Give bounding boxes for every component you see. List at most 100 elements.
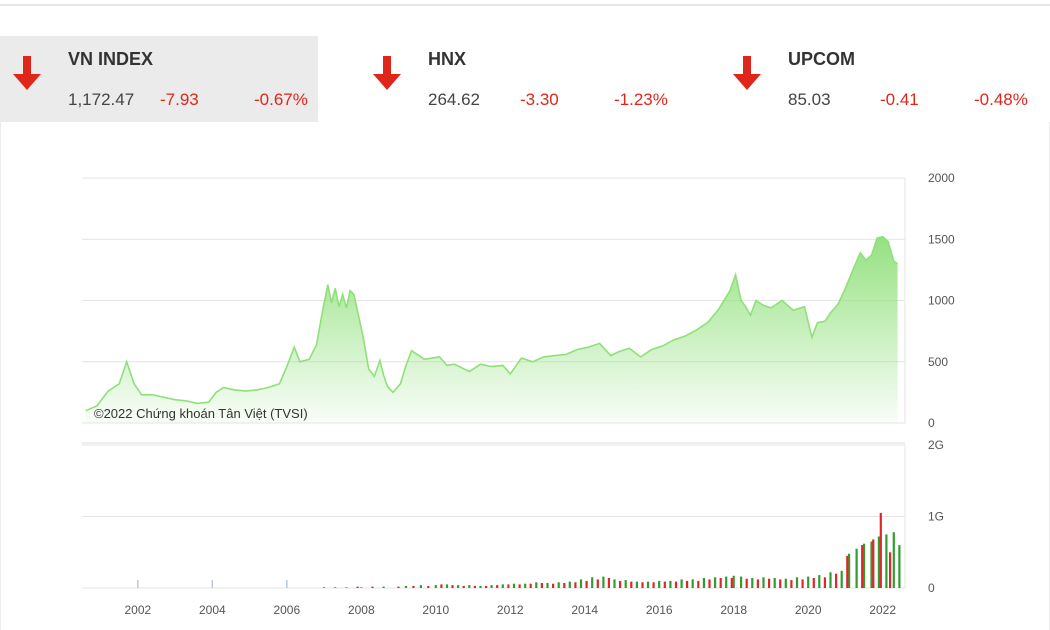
volume-bar	[518, 584, 521, 588]
ticker-upcom[interactable]: UPCOM 85.03 -0.41 -0.48%	[720, 36, 1050, 122]
price-line	[85, 235, 899, 412]
volume-bar	[862, 543, 866, 588]
ticker-name: HNX	[428, 49, 467, 69]
volume-bar	[714, 577, 717, 588]
volume-bar	[801, 579, 804, 588]
volume-bar	[889, 552, 892, 589]
x-tick-label: 2018	[720, 603, 747, 617]
volume-bar	[137, 580, 139, 588]
volume-bar	[898, 545, 901, 588]
volume-bar	[641, 582, 644, 588]
ticker-change: -7.93	[160, 90, 199, 109]
ticker-percent: -0.48%	[974, 90, 1028, 109]
price-y-tick-label: 500	[928, 355, 948, 369]
ticker-percent: -0.67%	[254, 90, 308, 109]
volume-bar	[457, 585, 460, 588]
price-y-tick-label: 0	[928, 416, 935, 430]
volume-bar	[211, 580, 214, 588]
x-tick-label: 2014	[571, 603, 598, 617]
x-tick-label: 2008	[348, 603, 375, 617]
volume-bar	[524, 583, 527, 588]
volume-bar	[740, 576, 743, 588]
x-axis-ticks: 2002 2004 2006 2008 2010 2012 2014 2016 2018 2020…	[125, 603, 897, 617]
volume-bar	[568, 581, 571, 588]
volume-y-tick-label: 2G	[928, 438, 944, 452]
volume-bar	[768, 578, 771, 588]
volume-bars	[137, 512, 901, 589]
volume-bar	[669, 580, 672, 588]
volume-bar	[732, 575, 735, 588]
volume-bar	[756, 579, 759, 588]
volume-bar	[404, 585, 408, 588]
volume-bar	[658, 580, 661, 588]
volume-bar	[607, 578, 610, 588]
volume-bar	[501, 584, 504, 588]
volume-bar	[773, 578, 776, 588]
volume-bar	[812, 578, 815, 588]
volume-bar	[702, 578, 705, 588]
volume-bar	[751, 578, 754, 588]
copyright-text: ©2022 Chứng khoán Tân Việt (TVSI)	[94, 406, 308, 421]
ticker-percent: -1.23%	[614, 90, 668, 109]
volume-bar	[412, 585, 415, 588]
volume-bar	[574, 582, 577, 588]
x-tick-label: 2012	[497, 603, 524, 617]
down-arrow-icon	[13, 56, 41, 90]
volume-bar	[818, 575, 821, 588]
volume-bar	[879, 512, 882, 588]
volume-bar	[663, 581, 666, 588]
ticker-price: 1,172.47	[68, 90, 135, 109]
volume-bar	[823, 577, 826, 588]
volume-bar	[840, 570, 843, 588]
ticker-name: UPCOM	[788, 49, 855, 69]
volume-bar	[427, 585, 430, 588]
volume-bar	[835, 573, 838, 588]
price-area-fill	[85, 236, 898, 423]
volume-bar	[535, 582, 538, 588]
volume-bar	[680, 579, 683, 588]
volume-bar	[730, 578, 733, 588]
volume-bar	[286, 580, 288, 588]
volume-bar	[762, 577, 765, 588]
volume-bar	[579, 579, 583, 588]
volume-bar	[440, 584, 443, 588]
x-tick-label: 2004	[199, 603, 226, 617]
volume-bar	[546, 583, 549, 588]
volume-bar	[445, 584, 449, 588]
volume-bar	[557, 582, 560, 588]
volume-bar	[708, 579, 711, 588]
volume-bar	[870, 541, 873, 588]
volume-bar	[451, 585, 454, 588]
ticker-hnx[interactable]: HNX 264.62 -3.30 -1.23%	[360, 36, 678, 122]
price-y-tick-label: 1500	[928, 232, 955, 246]
volume-bar	[861, 545, 864, 588]
volume-bar	[552, 583, 555, 588]
volume-bar	[529, 583, 532, 588]
ticker-vn-index[interactable]: VN INDEX 1,172.47 -7.93 -0.67%	[0, 36, 318, 122]
volume-bar	[686, 580, 689, 588]
volume-bar	[635, 581, 638, 588]
volume-bar	[795, 577, 799, 588]
x-tick-label: 2002	[125, 603, 152, 617]
volume-y-tick-label: 1G	[928, 510, 944, 524]
volume-bar	[468, 585, 471, 588]
ticker-name: VN INDEX	[68, 49, 154, 69]
down-arrow-icon	[733, 56, 761, 90]
x-tick-label: 2022	[869, 603, 896, 617]
volume-bar	[674, 581, 678, 588]
volume-bar	[356, 586, 359, 588]
volume-bar	[490, 585, 493, 588]
volume-y-tick-label: 0	[928, 581, 935, 595]
volume-bar	[691, 579, 694, 588]
volume-bar	[473, 585, 476, 588]
price-y-tick-label: 2000	[928, 171, 955, 185]
volume-bar	[596, 579, 599, 588]
x-tick-label: 2020	[795, 603, 822, 617]
volume-bar	[779, 579, 782, 588]
volume-bar	[646, 581, 650, 588]
volume-bar	[846, 555, 849, 588]
volume-bar	[872, 539, 875, 588]
volume-bar	[848, 553, 851, 588]
volume-bar	[540, 583, 543, 588]
